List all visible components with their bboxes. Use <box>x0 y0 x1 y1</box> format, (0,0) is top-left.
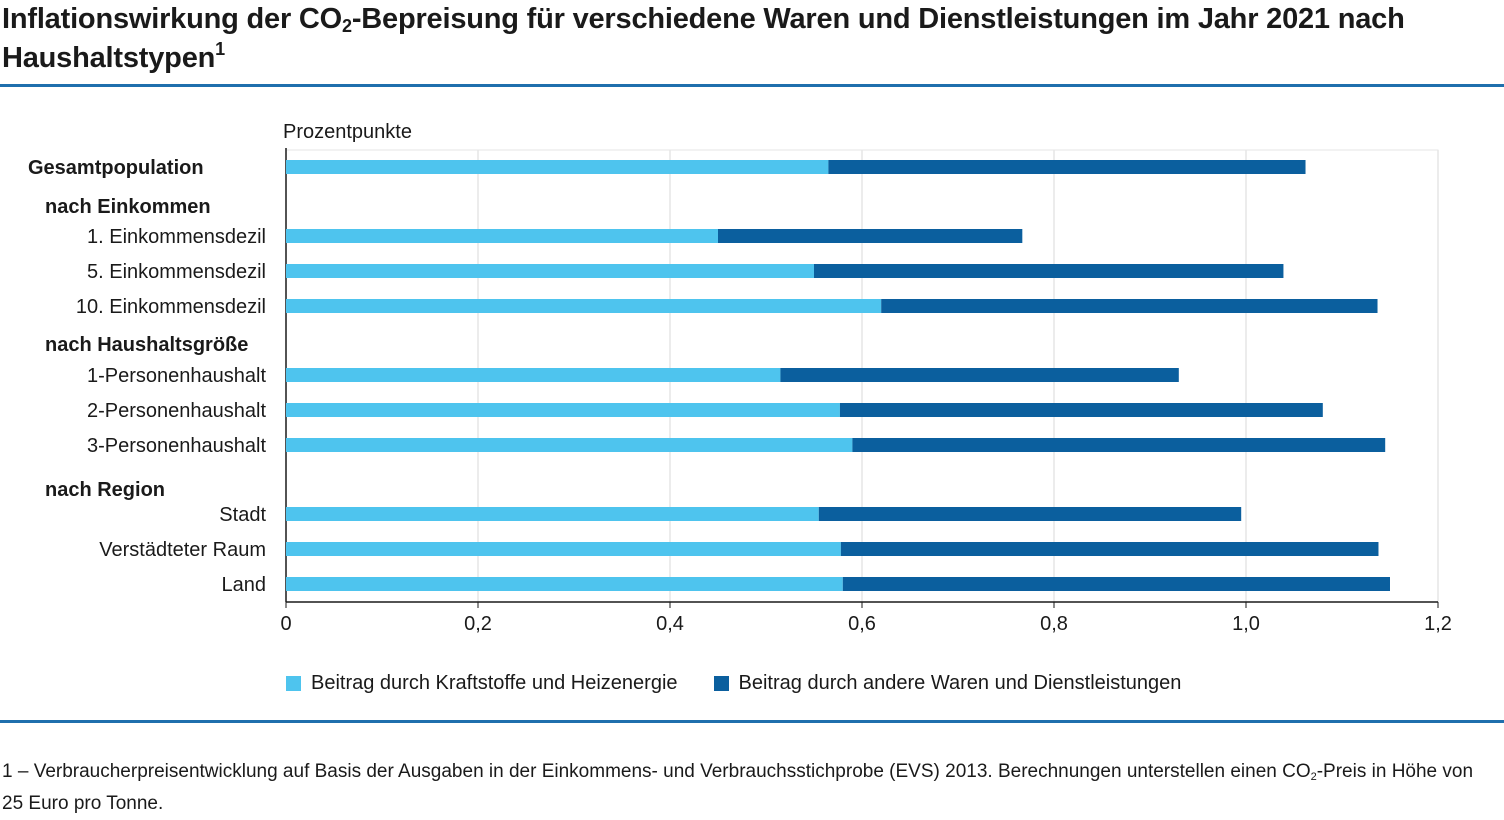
legend-label-fuel: Beitrag durch Kraftstoffe und Heizenergi… <box>311 672 678 694</box>
bar-segment-fuel <box>286 403 840 417</box>
unit-label: Prozentpunkte <box>283 121 412 143</box>
x-tick-label: 1,0 <box>1232 613 1260 635</box>
title-subscript: 2 <box>342 16 352 36</box>
bar-segment-other <box>828 160 1306 174</box>
title-text: Inflationswirkung der CO <box>2 3 342 35</box>
bar-segment-other <box>818 507 1242 521</box>
bar-segment-fuel <box>286 229 718 243</box>
legend-label-other: Beitrag durch andere Waren und Dienstlei… <box>738 672 1182 694</box>
bar-segment-other <box>842 577 1390 591</box>
bar-segment-fuel <box>286 299 882 313</box>
group-label: nach Haushaltsgröße <box>45 334 248 356</box>
category-label: 1. Einkommensdezil <box>87 226 266 248</box>
category-label: 2-Personenhaushalt <box>87 400 266 422</box>
footnote: 1 – Verbraucherpreisentwicklung auf Basi… <box>2 756 1492 820</box>
bar-segment-fuel <box>286 577 843 591</box>
x-tick-label: 0 <box>280 613 291 635</box>
category-label: 10. Einkommensdezil <box>76 296 266 318</box>
category-label: Land <box>222 574 267 596</box>
bottom-rule <box>0 720 1504 723</box>
group-label: nach Region <box>45 479 165 501</box>
category-label: 1-Personenhaushalt <box>87 365 266 387</box>
footnote-text-continued: -Preis in Höhe von 25 Euro pro Tonne. <box>2 761 1474 814</box>
legend-swatch-other <box>713 676 729 691</box>
legend: Beitrag durch Kraftstoffe und Heizenergi… <box>286 672 1181 695</box>
x-tick-label: 0,6 <box>848 613 876 635</box>
bar-segment-other <box>881 299 1378 313</box>
category-label: 3-Personenhaushalt <box>87 435 266 457</box>
bar-segment-other <box>840 542 1379 556</box>
bar-segment-other <box>839 403 1323 417</box>
top-rule <box>0 84 1504 87</box>
bar-segment-other <box>780 368 1179 382</box>
bar-chart: 0 0,2 0,4 0,6 0,8 1,0 1,2 Prozentpunkte Gesamtpo… <box>28 121 1452 635</box>
footnote-text: 1 – Verbraucherpreisentwicklung auf Basi… <box>2 761 1311 782</box>
chart-title: Inflationswirkung der CO2-Bepreisung für… <box>2 0 1502 78</box>
category-label: Stadt <box>219 504 266 526</box>
title-text-continued: -Bepreisung für verschiedene Waren und D… <box>2 3 1405 74</box>
bar-segment-other <box>852 438 1386 452</box>
bar-segment-fuel <box>286 438 853 452</box>
x-tick-label: 1,2 <box>1424 613 1452 635</box>
footnote-subscript: 2 <box>1310 771 1317 783</box>
bar-segment-other <box>718 229 1023 243</box>
bar-segment-fuel <box>286 507 819 521</box>
legend-item-fuel: Beitrag durch Kraftstoffe und Heizenergi… <box>286 672 678 695</box>
x-tick-label: 0,4 <box>656 613 684 635</box>
bar-segment-fuel <box>286 368 781 382</box>
x-tick-label: 0,2 <box>464 613 492 635</box>
title-footnote-marker: 1 <box>215 39 225 59</box>
bar-segment-fuel <box>286 264 814 278</box>
legend-item-other: Beitrag durch andere Waren und Dienstlei… <box>713 672 1182 695</box>
category-label: 5. Einkommensdezil <box>87 261 266 283</box>
category-label: Verstädteter Raum <box>99 539 266 561</box>
bar-segment-fuel <box>286 542 841 556</box>
x-tick-label: 0,8 <box>1040 613 1068 635</box>
bar-segment-fuel <box>286 160 829 174</box>
legend-swatch-fuel <box>286 676 301 691</box>
category-label: Gesamtpopulation <box>28 157 204 179</box>
bar-segment-other <box>814 264 1284 278</box>
group-label: nach Einkommen <box>45 196 211 218</box>
